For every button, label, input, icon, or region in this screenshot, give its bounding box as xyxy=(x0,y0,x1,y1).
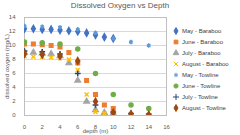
svg-text:10: 10 xyxy=(110,124,117,130)
svg-text:0: 0 xyxy=(23,124,27,130)
html-text:June - Towline: June - Towline xyxy=(182,82,221,89)
svg-text:2: 2 xyxy=(12,98,16,104)
svg-text:12: 12 xyxy=(128,124,135,130)
html-text:August - Towline: August - Towline xyxy=(182,104,226,111)
html-text:May - Towline: May - Towline xyxy=(182,71,219,78)
svg-text:6: 6 xyxy=(12,70,16,76)
svg-text:2: 2 xyxy=(41,124,45,130)
svg-text:6: 6 xyxy=(76,124,80,130)
html-text:May - Baraboo: May - Baraboo xyxy=(182,27,222,34)
svg-text:14: 14 xyxy=(9,14,16,20)
svg-text:4: 4 xyxy=(58,124,62,130)
html-text:July - Baraboo: July - Baraboo xyxy=(182,49,221,56)
svg-text:8: 8 xyxy=(12,56,16,62)
html-text:August - Baraboo: August - Baraboo xyxy=(182,60,229,67)
svg-text:dissolved oxygen (mg/L): dissolved oxygen (mg/L) xyxy=(4,34,10,99)
svg-text:10: 10 xyxy=(9,42,16,48)
svg-text:depth (m): depth (m) xyxy=(83,128,109,134)
svg-text:4: 4 xyxy=(12,84,16,90)
html-text:July - Towline: July - Towline xyxy=(182,93,218,100)
svg-text:0: 0 xyxy=(12,112,16,118)
svg-text:16: 16 xyxy=(163,124,170,130)
svg-text:12: 12 xyxy=(9,28,16,34)
html-text:Dissolved Oxygen vs Depth: Dissolved Oxygen vs Depth xyxy=(70,1,170,10)
svg-text:14: 14 xyxy=(145,124,152,130)
html-text:June - Baraboo: June - Baraboo xyxy=(182,38,223,45)
